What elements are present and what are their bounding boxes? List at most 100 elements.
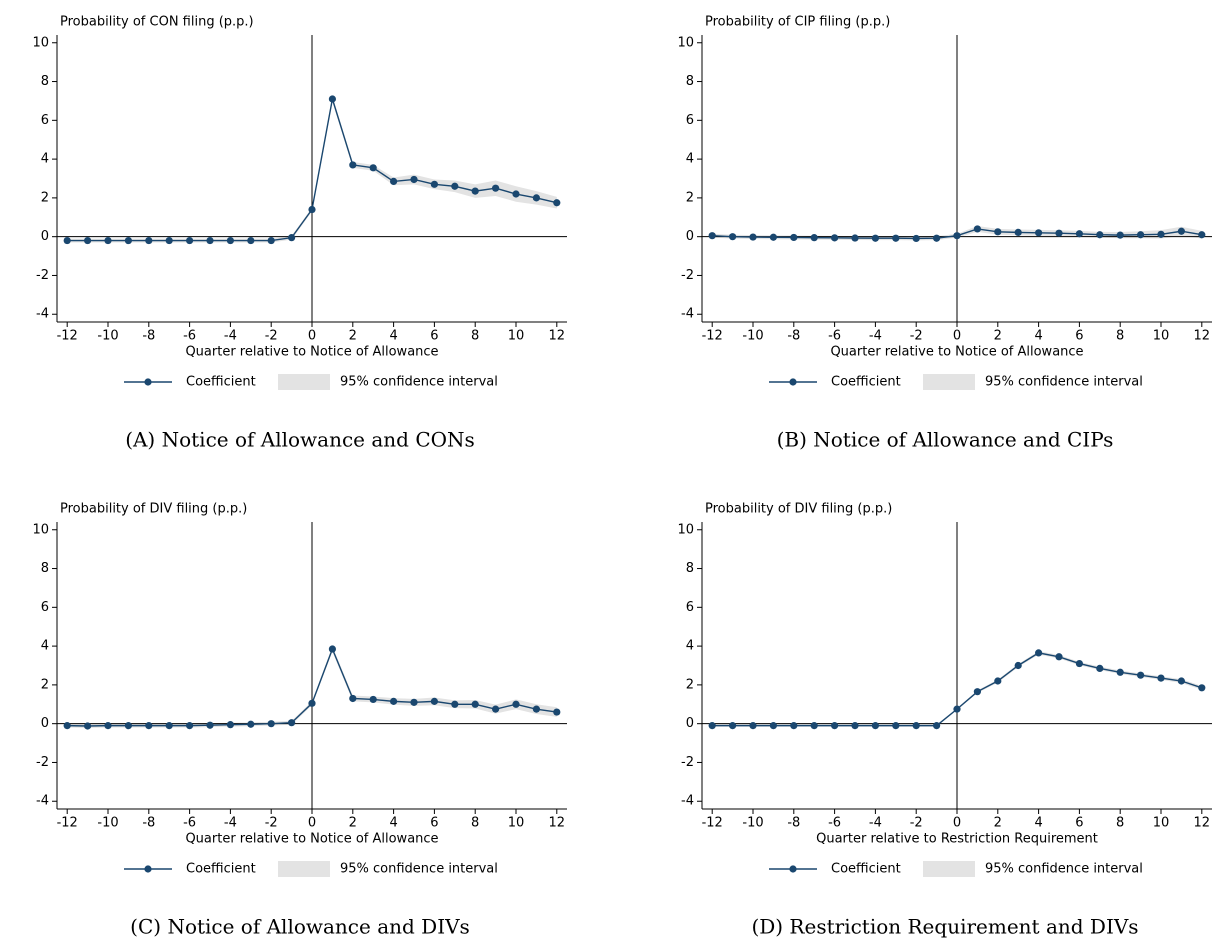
point xyxy=(369,695,377,704)
legend-label: 95% confidence interval xyxy=(985,375,1143,390)
point xyxy=(512,700,520,708)
x-tick-label: -2 xyxy=(265,816,278,831)
point xyxy=(165,722,173,730)
x-tick-label: 2 xyxy=(994,329,1002,344)
point xyxy=(1177,677,1185,685)
y-tick-label: 0 xyxy=(686,229,694,244)
caption: (A) Notice of Allowance and CONs xyxy=(125,428,475,452)
caption: (C) Notice of Allowance and DIVs xyxy=(130,915,470,939)
point xyxy=(63,236,71,245)
y-tick-label: 8 xyxy=(686,74,694,89)
x-tick-label: -10 xyxy=(742,329,763,344)
point xyxy=(912,234,920,243)
point xyxy=(1198,684,1206,692)
point xyxy=(553,199,561,207)
x-tick-label: -4 xyxy=(869,329,882,344)
y-tick-label: 6 xyxy=(41,113,49,128)
x-tick-label: 0 xyxy=(953,329,961,344)
point xyxy=(810,234,818,242)
point xyxy=(749,233,757,241)
x-tick-label: 6 xyxy=(1075,329,1083,344)
y-tick-label: -4 xyxy=(36,307,49,322)
point xyxy=(1137,671,1145,679)
point xyxy=(790,233,798,242)
x-tick-label: -10 xyxy=(742,816,763,831)
point xyxy=(953,705,961,713)
x-tick-label: 12 xyxy=(1194,329,1211,344)
legend-label: 95% confidence interval xyxy=(340,375,498,390)
point xyxy=(308,205,316,214)
point xyxy=(288,234,296,242)
legend-label: 95% confidence interval xyxy=(985,862,1143,877)
point xyxy=(84,236,92,245)
legend-label: 95% confidence interval xyxy=(340,862,498,877)
point xyxy=(871,722,880,730)
point xyxy=(492,705,500,713)
point xyxy=(973,688,982,696)
y-tick-label: 10 xyxy=(677,522,694,537)
x-tick-label: 6 xyxy=(1075,816,1083,831)
y-tick-label: 0 xyxy=(686,716,694,731)
legend-swatch xyxy=(278,861,330,877)
point xyxy=(165,236,173,245)
x-tick-label: -12 xyxy=(57,816,78,831)
x-tick-label: 10 xyxy=(508,816,525,831)
y-axis-title: Probability of DIV filing (p.p.) xyxy=(705,502,892,517)
point xyxy=(430,180,438,188)
point xyxy=(1075,659,1083,668)
point xyxy=(369,164,377,172)
point xyxy=(328,95,336,103)
y-tick-label: 10 xyxy=(677,35,694,50)
x-tick-label: 4 xyxy=(1034,329,1042,344)
panel: Probability of DIV filing (p.p.) -4 -2 0 2 4 6… xyxy=(677,502,1212,939)
point xyxy=(1096,231,1104,239)
x-tick-label: -12 xyxy=(57,329,78,344)
point xyxy=(349,161,357,169)
point xyxy=(892,234,900,242)
x-tick-label: 6 xyxy=(430,816,438,831)
point xyxy=(994,228,1002,236)
y-axis-title: Probability of CIP filing (p.p.) xyxy=(705,15,890,30)
y-tick-label: 2 xyxy=(41,190,49,205)
point xyxy=(708,722,716,730)
point xyxy=(492,184,500,192)
x-tick-label: 12 xyxy=(549,329,566,344)
point xyxy=(708,232,716,240)
point xyxy=(206,721,214,729)
point xyxy=(831,722,839,730)
point xyxy=(532,705,541,713)
y-tick-label: 0 xyxy=(41,716,49,731)
legend-label: Coefficient xyxy=(186,862,256,877)
y-tick-label: 4 xyxy=(686,152,694,167)
x-tick-label: -10 xyxy=(97,816,118,831)
x-tick-label: 2 xyxy=(349,816,357,831)
y-tick-label: 0 xyxy=(41,229,49,244)
point xyxy=(1096,664,1104,673)
y-tick-label: -2 xyxy=(681,268,694,283)
x-tick-label: 0 xyxy=(308,816,316,831)
point xyxy=(145,722,153,730)
x-tick-label: 8 xyxy=(1116,329,1124,344)
point xyxy=(226,236,234,245)
point xyxy=(1137,231,1145,239)
y-tick-label: 6 xyxy=(41,600,49,615)
y-tick-label: 8 xyxy=(41,74,49,89)
x-tick-label: 8 xyxy=(471,816,479,831)
point xyxy=(1014,228,1022,237)
point xyxy=(512,190,520,198)
point xyxy=(247,236,255,245)
point xyxy=(63,722,71,730)
x-tick-label: 12 xyxy=(549,816,566,831)
y-tick-label: 6 xyxy=(686,600,694,615)
x-tick-label: -2 xyxy=(910,329,923,344)
x-tick-label: -6 xyxy=(183,816,196,831)
point xyxy=(790,722,798,730)
y-tick-label: 10 xyxy=(32,35,49,50)
y-axis-title: Probability of DIV filing (p.p.) xyxy=(60,502,247,517)
point xyxy=(1157,230,1165,238)
point xyxy=(1157,674,1165,682)
y-tick-label: 4 xyxy=(41,152,49,167)
y-tick-label: 2 xyxy=(686,677,694,692)
point xyxy=(410,698,418,706)
point xyxy=(1177,227,1185,235)
